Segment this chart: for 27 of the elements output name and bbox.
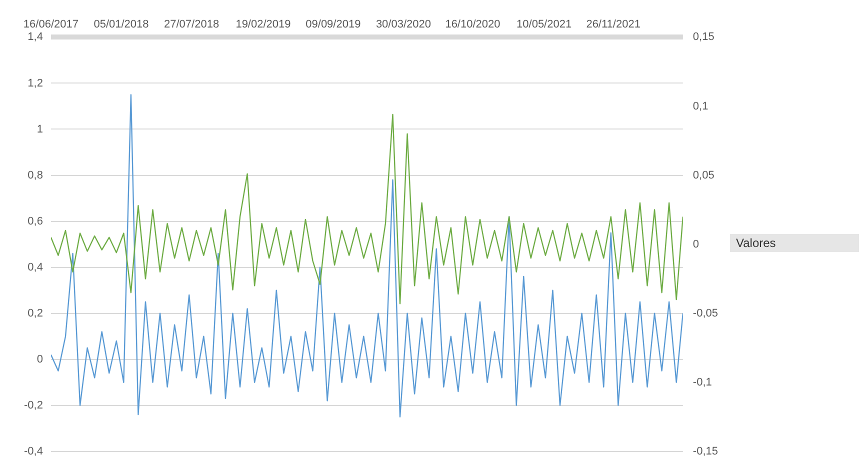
y2-tick-label: 0,15 [692,31,714,44]
y2-tick-label: 0,05 [692,169,714,182]
y-tick-label: 1,4 [28,31,43,44]
x-tick-label: 05/01/2018 [94,18,149,31]
x-tick-label: 16/06/2017 [23,18,78,31]
y-tick-label: 0,6 [28,215,43,228]
y2-tick-label: -0,15 [692,445,718,458]
x-tick-label: 30/03/2020 [376,18,432,31]
y-tick-label: -0,4 [24,445,43,458]
y-tick-label: 0,4 [28,261,43,274]
y2-tick-label: 0 [692,238,700,250]
y-tick-label: -0,2 [24,399,43,412]
x-tick-label: 09/09/2019 [306,18,361,31]
y2-tick-label: -0,05 [692,307,718,320]
x-tick-label: 27/07/2018 [164,18,220,31]
x-tick-label: 16/10/2020 [445,18,500,31]
y-tick-label: 0,2 [28,307,43,320]
y-tick-label: 0,8 [28,169,43,182]
y2-tick-label: -0,1 [692,376,712,388]
y-tick-label: 0 [36,353,43,366]
x-tick-label: 26/11/2021 [586,18,640,31]
legend-title: Valores [730,234,859,252]
y2-tick-label: 0,1 [692,100,708,112]
x-tick-label: 19/02/2019 [236,18,291,31]
y-tick-label: 1,2 [28,77,43,90]
y-tick-label: 1 [36,123,43,136]
x-tick-label: 10/05/2021 [516,18,572,31]
